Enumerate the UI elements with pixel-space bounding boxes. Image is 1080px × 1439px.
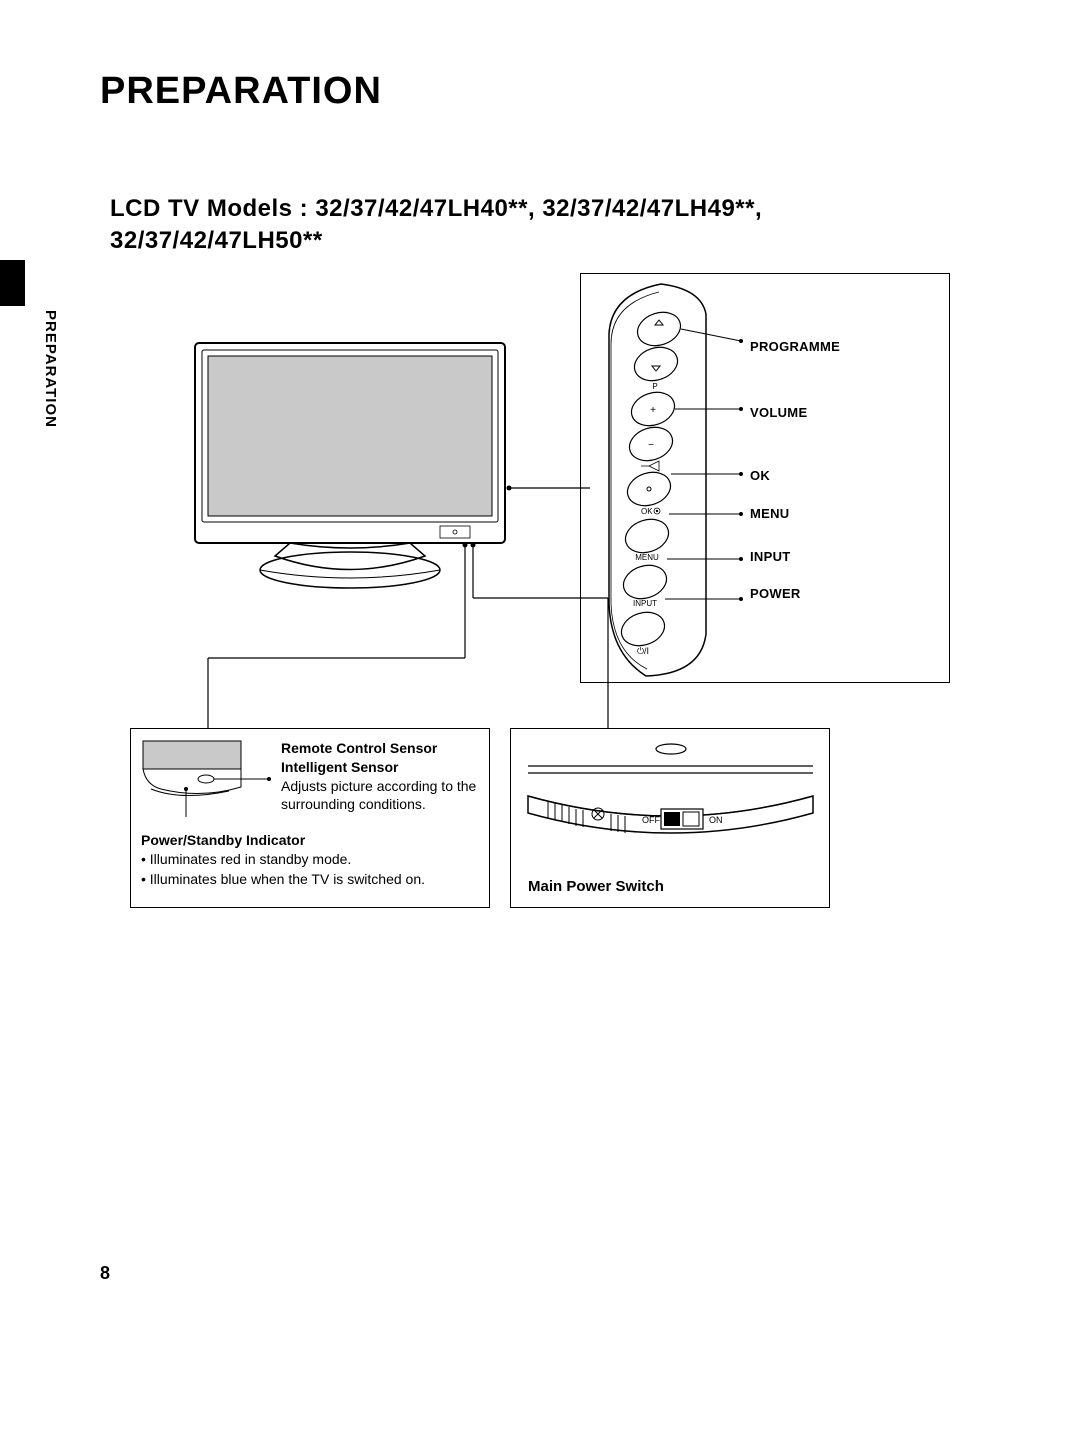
label-menu: MENU — [750, 506, 840, 521]
svg-text:OK: OK — [641, 507, 653, 516]
svg-text:P: P — [652, 382, 657, 391]
side-tab-label: PREPARATION — [42, 310, 59, 428]
sensor-text: Remote Control Sensor Intelligent Sensor… — [281, 739, 477, 819]
diagram-area: P + − OK MENU INPUT — [130, 278, 930, 938]
side-tab-bar — [0, 260, 25, 306]
main-power-switch-label: Main Power Switch — [528, 878, 817, 895]
side-panel-labels: PROGRAMME VOLUME OK MENU INPUT POWER — [750, 333, 840, 601]
page: PREPARATION PREPARATION LCD TV Models : … — [0, 0, 1080, 1439]
svg-text:INPUT: INPUT — [633, 599, 657, 608]
svg-text:OFF: OFF — [642, 815, 660, 825]
power-indicator-b1: • Illuminates red in standby mode. — [141, 850, 477, 870]
label-programme: PROGRAMME — [750, 339, 840, 354]
label-input: INPUT — [750, 549, 840, 564]
label-ok: OK — [750, 468, 840, 483]
svg-text:⏻/I: ⏻/I — [637, 646, 649, 656]
side-tab: PREPARATION — [0, 260, 70, 520]
sensor-closeup — [141, 739, 271, 819]
power-indicator-section: Power/Standby Indicator • Illuminates re… — [141, 831, 477, 890]
intelligent-sensor-label: Intelligent Sensor — [281, 758, 477, 777]
page-number: 8 — [100, 1263, 110, 1284]
models-subtitle: LCD TV Models : 32/37/42/47LH40**, 32/37… — [110, 193, 980, 258]
power-indicator-b2: • Illuminates blue when the TV is switch… — [141, 870, 477, 890]
label-volume: VOLUME — [750, 405, 840, 420]
power-indicator-label: Power/Standby Indicator — [141, 831, 477, 851]
svg-text:ON: ON — [709, 815, 723, 825]
svg-text:−: − — [648, 440, 654, 451]
label-power: POWER — [750, 586, 840, 601]
remote-sensor-label: Remote Control Sensor — [281, 739, 477, 758]
page-title: PREPARATION — [100, 70, 980, 113]
sensor-callout-box: Remote Control Sensor Intelligent Sensor… — [130, 728, 490, 908]
svg-text:+: + — [650, 405, 656, 416]
power-switch-illustration: OFF ON — [523, 741, 819, 861]
tv-illustration — [190, 338, 530, 598]
main-power-switch-box: OFF ON Main Power Switch — [510, 728, 830, 908]
intelligent-sensor-desc: Adjusts picture according to the surroun… — [281, 777, 477, 815]
svg-text:MENU: MENU — [635, 553, 659, 562]
